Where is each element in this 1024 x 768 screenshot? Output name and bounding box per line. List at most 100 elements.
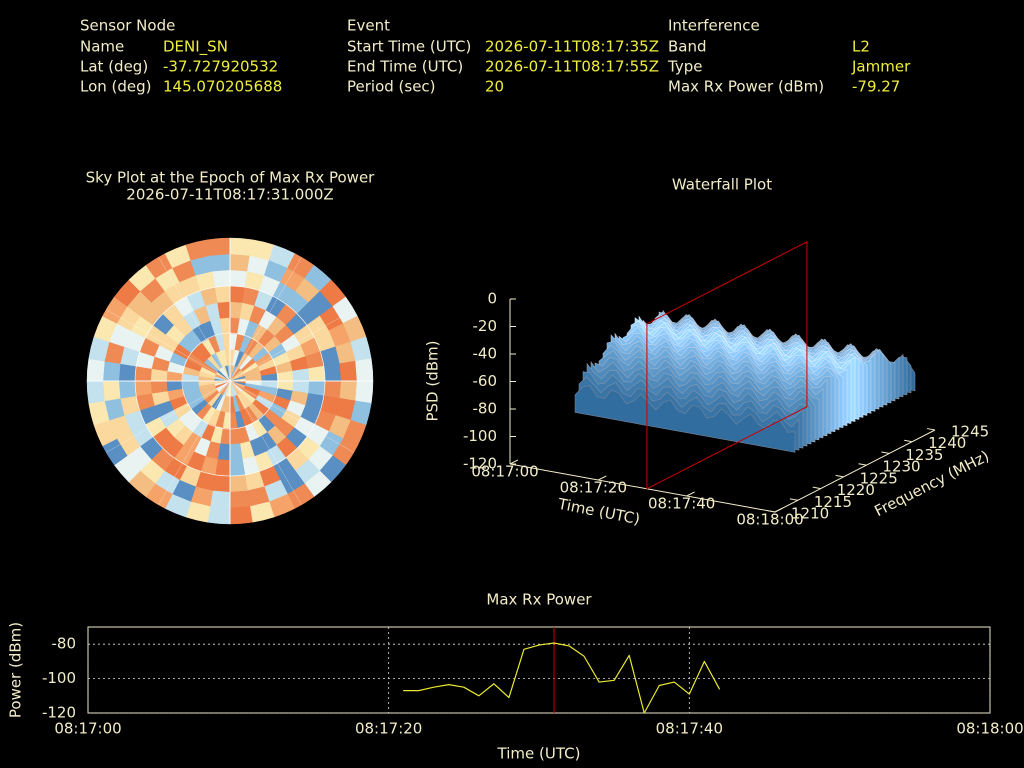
x-tick-label: 08:17:00: [54, 720, 121, 738]
chart-title: Max Rx Power: [486, 591, 592, 609]
y-tick-label: -120: [42, 704, 76, 722]
x-tick: [774, 507, 784, 513]
x-tick-label: 08:17:40: [648, 495, 715, 513]
x-tick-label: 08:17:20: [355, 720, 422, 738]
sky-cell: [207, 506, 231, 525]
z-axis-label: PSD (dBm): [424, 340, 442, 421]
chart-title: Sky Plot at the Epoch of Max Rx Power: [86, 169, 376, 187]
sky-cell: [217, 301, 231, 319]
section-heading: Interference: [668, 17, 760, 35]
x-tick-label: 08:17:20: [560, 479, 627, 497]
sky-cell: [323, 380, 342, 399]
field-value: 145.070205688: [163, 78, 282, 96]
y-tick: [881, 451, 890, 454]
sky-spoke: [229, 380, 354, 453]
sky-cell: [134, 380, 152, 397]
header: Sensor Node Name DENI_SN Lat (deg) -37.72792…: [80, 17, 911, 96]
sky-cell: [323, 363, 342, 382]
x-axis-label: Time (UTC): [556, 495, 642, 529]
y-tick: [789, 498, 798, 501]
sky-cell: [229, 459, 246, 477]
z-tick-label: -40: [473, 345, 498, 363]
sky-cell: [229, 490, 251, 509]
field-label: Lat (deg): [80, 58, 148, 76]
sky-cell: [214, 285, 231, 303]
x-tick: [509, 459, 519, 465]
sky-cell: [229, 253, 251, 272]
z-tick-label: 0: [487, 290, 497, 308]
x-tick-label: 08:17:40: [656, 720, 723, 738]
field-value: 2026-07-11T08:17:35Z: [485, 38, 659, 56]
y-tick: [835, 474, 844, 478]
x-tick-label: 08:17:00: [471, 463, 538, 481]
sky-spoke: [158, 257, 231, 382]
y-axis: [774, 429, 936, 513]
sky-cell: [150, 380, 168, 394]
field-label: Period (sec): [347, 78, 436, 96]
power-plot: Max Rx Power -120 -100 -80 08:17:00 08:17:20 0…: [7, 591, 1024, 763]
sky-spoke: [229, 380, 302, 505]
plot-frame: [87, 626, 991, 714]
y-tick: [904, 439, 913, 443]
y-tick-label: 1215: [814, 493, 852, 511]
field-label: Start Time (UTC): [347, 38, 471, 56]
sky-spoke: [158, 380, 231, 505]
y-tick: [766, 510, 776, 513]
field-value: Jammer: [851, 58, 911, 76]
x-tick-label: 08:18:00: [956, 720, 1023, 738]
sky-cell: [229, 237, 253, 256]
y-tick: [858, 463, 867, 466]
x-tick-label: 08:18:00: [736, 511, 803, 529]
sky-plot: Sky Plot at the Epoch of Max Rx Power202…: [86, 169, 376, 525]
x-tick: [686, 491, 695, 497]
x-tick: [598, 475, 607, 481]
field-label: End Time (UTC): [347, 58, 463, 76]
chart-subtitle: 2026-07-11T08:17:31.000Z: [126, 186, 333, 204]
field-value: -79.27: [852, 78, 900, 96]
chart-title: Waterfall Plot: [672, 176, 772, 194]
sky-cell: [102, 380, 121, 402]
field-label: Type: [667, 58, 702, 76]
sky-cell: [339, 360, 358, 382]
field-label: Max Rx Power (dBm): [668, 78, 824, 96]
z-tick-label: -60: [473, 372, 498, 390]
sky-cell: [209, 253, 231, 272]
sky-cell: [212, 474, 231, 493]
sky-spoke: [229, 309, 354, 382]
sky-spoke: [229, 257, 302, 382]
field-label: Name: [80, 38, 124, 56]
y-tick-label: 1220: [837, 481, 875, 499]
y-tick-label: 1245: [951, 423, 989, 441]
y-tick-label: -100: [42, 669, 76, 687]
surface-slice: [574, 385, 796, 453]
sky-cell: [229, 443, 243, 461]
z-tick-label: -100: [463, 427, 497, 445]
field-label: Band: [668, 38, 707, 56]
epoch-plane: [646, 240, 808, 490]
y-tick: [926, 428, 936, 431]
field-label: Lon (deg): [80, 78, 152, 96]
field-value: L2: [852, 38, 870, 56]
sky-cell: [355, 358, 374, 382]
sky-cell: [207, 237, 231, 256]
x-axis-label: Time (UTC): [497, 745, 581, 763]
z-tick-label: -120: [463, 455, 497, 473]
section-heading: Sensor Node: [80, 17, 175, 35]
power-line: [404, 643, 750, 713]
sky-cell: [339, 380, 358, 402]
y-tick-label: -80: [52, 635, 77, 653]
z-tick-label: -20: [473, 317, 498, 335]
sky-cell: [229, 269, 248, 288]
y-axis-label: Power (dBm): [7, 622, 25, 718]
x-axis: [509, 463, 776, 513]
field-value: 20: [485, 78, 504, 96]
waterfall-plot: Waterfall Plot -120 -100 -80 -60 -40 -20 0 08:17…: [424, 176, 993, 529]
y-tick: [812, 486, 821, 490]
sky-spoke: [106, 380, 231, 453]
sky-cell: [229, 506, 253, 525]
sky-cell: [355, 380, 374, 404]
field-value: 2026-07-11T08:17:55Z: [485, 58, 659, 76]
z-tick-label: -80: [473, 400, 498, 418]
